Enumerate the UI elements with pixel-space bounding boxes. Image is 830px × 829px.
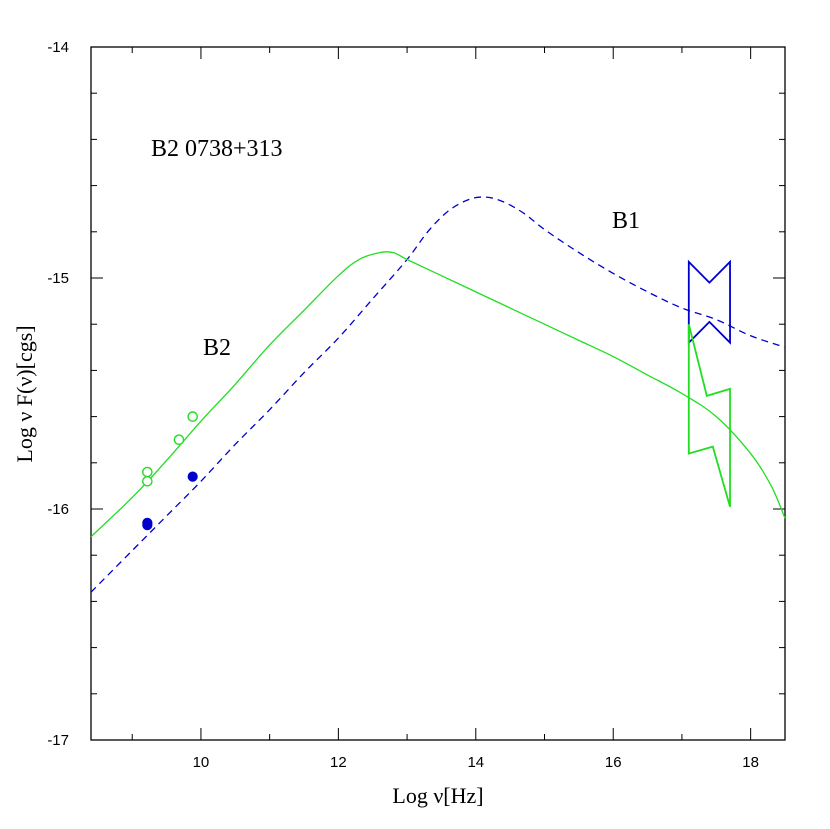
y-tick-label: -17 xyxy=(47,732,69,749)
series-b1-line xyxy=(90,196,786,593)
data-point-b2 xyxy=(173,434,185,446)
tick-labels: 10 12 14 16 18 -14 -15 -16 -17 xyxy=(47,39,759,771)
annotation-b2: B2 xyxy=(203,335,231,361)
bowtie-b1 xyxy=(687,259,731,345)
model-curves xyxy=(90,196,786,593)
data-point-b2 xyxy=(142,466,153,478)
bowtie-b2 xyxy=(687,323,731,507)
plot-frame xyxy=(90,46,786,741)
y-tick-label: -16 xyxy=(47,501,69,518)
data-point-b1 xyxy=(142,520,153,531)
y-tick-label: -15 xyxy=(47,270,69,287)
x-axis-title: Log ν[Hz] xyxy=(392,783,483,808)
axis-ticks xyxy=(91,46,785,741)
x-tick-label: 18 xyxy=(742,754,759,771)
y-tick-label: -14 xyxy=(47,39,69,56)
data-points xyxy=(142,411,198,531)
annotation-b1: B1 xyxy=(612,208,640,234)
xray-bowties xyxy=(687,259,731,507)
x-tick-label: 16 xyxy=(605,754,622,771)
annotation-source: B2 0738+313 xyxy=(151,136,283,162)
data-point-b1 xyxy=(187,471,198,482)
x-tick-label: 14 xyxy=(467,754,484,771)
y-axis-title: Log ν F(ν)[cgs] xyxy=(12,325,37,462)
data-point-b2 xyxy=(187,411,198,422)
series-b2-line xyxy=(90,251,786,538)
x-tick-label: 10 xyxy=(193,754,210,771)
x-tick-label: 12 xyxy=(330,754,347,771)
data-point-b2 xyxy=(142,475,153,487)
